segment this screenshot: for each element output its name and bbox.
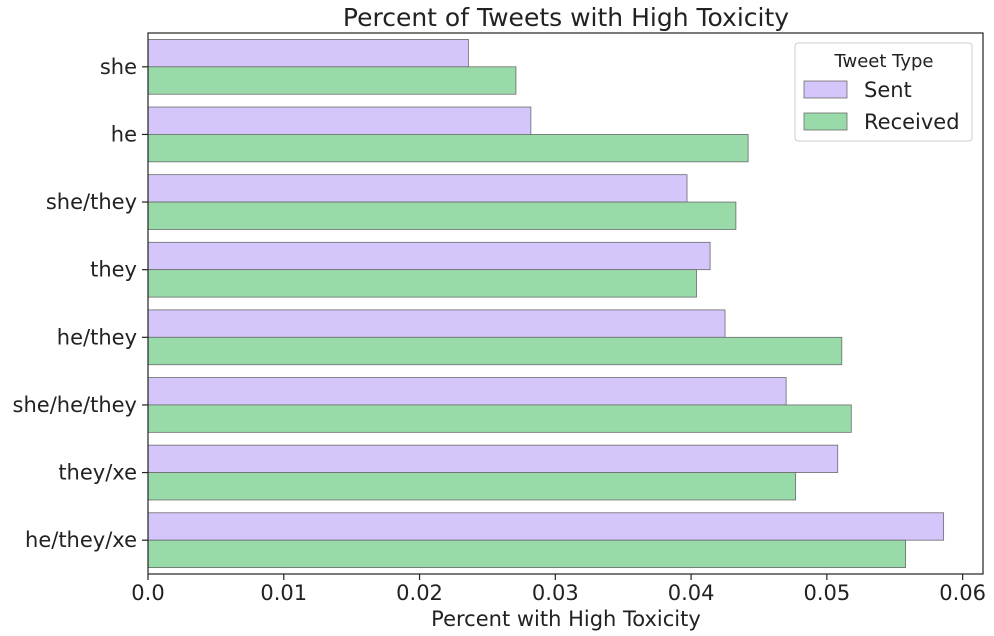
bar-sent [147,39,469,68]
y-tick-label: they/xe [58,461,137,485]
x-tick-label: 0.03 [532,581,579,605]
bar-sent [147,377,787,406]
x-tick-label: 0.06 [939,581,986,605]
x-axis-label: Percent with High Toxicity [431,607,701,631]
legend: Tweet Type Sent Received [794,42,973,142]
y-axis: she he she/they they he/they she/he/they they/… [13,55,148,552]
legend-items: Sent Received [803,78,960,134]
plot-frame [147,32,984,575]
x-tick-label: 0.04 [668,581,715,605]
x-tick-label: 0.01 [260,581,307,605]
bar-received [147,269,697,298]
y-tick-label: he [111,122,137,146]
bar-received [147,404,852,433]
bar-sent [147,174,688,203]
bar-received [147,66,517,95]
y-tick-label: she/they [46,190,137,214]
legend-label-received: Received [864,110,960,134]
x-tick-label: 0.05 [803,581,850,605]
y-tick-label: he/they/xe [25,528,137,552]
bar-received [147,201,737,230]
x-tick-label: 0.0 [131,581,164,605]
bar-sent [147,106,532,135]
chart-title: Percent of Tweets with High Toxicity [343,3,789,32]
bar-received [147,472,797,501]
bar-sent [147,241,711,271]
bar-received [147,539,907,568]
y-tick-label: he/they [57,325,137,349]
bar-sent [147,309,726,338]
legend-swatch-received [803,112,848,131]
x-tick-label: 0.02 [396,581,443,605]
legend-title: Tweet Type [833,51,933,72]
bar-sent [147,512,945,541]
legend-swatch-sent [803,80,848,99]
bar-sent [147,444,839,473]
bars-layer [147,39,945,568]
legend-label-sent: Sent [864,78,912,102]
bar-received [147,336,843,366]
y-tick-label: she [100,55,137,79]
y-tick-label: she/he/they [13,393,137,417]
y-tick-label: they [90,258,137,282]
x-axis: 0.0 0.01 0.02 0.03 0.04 0.05 0.06 [131,574,986,605]
bar-received [147,134,749,163]
